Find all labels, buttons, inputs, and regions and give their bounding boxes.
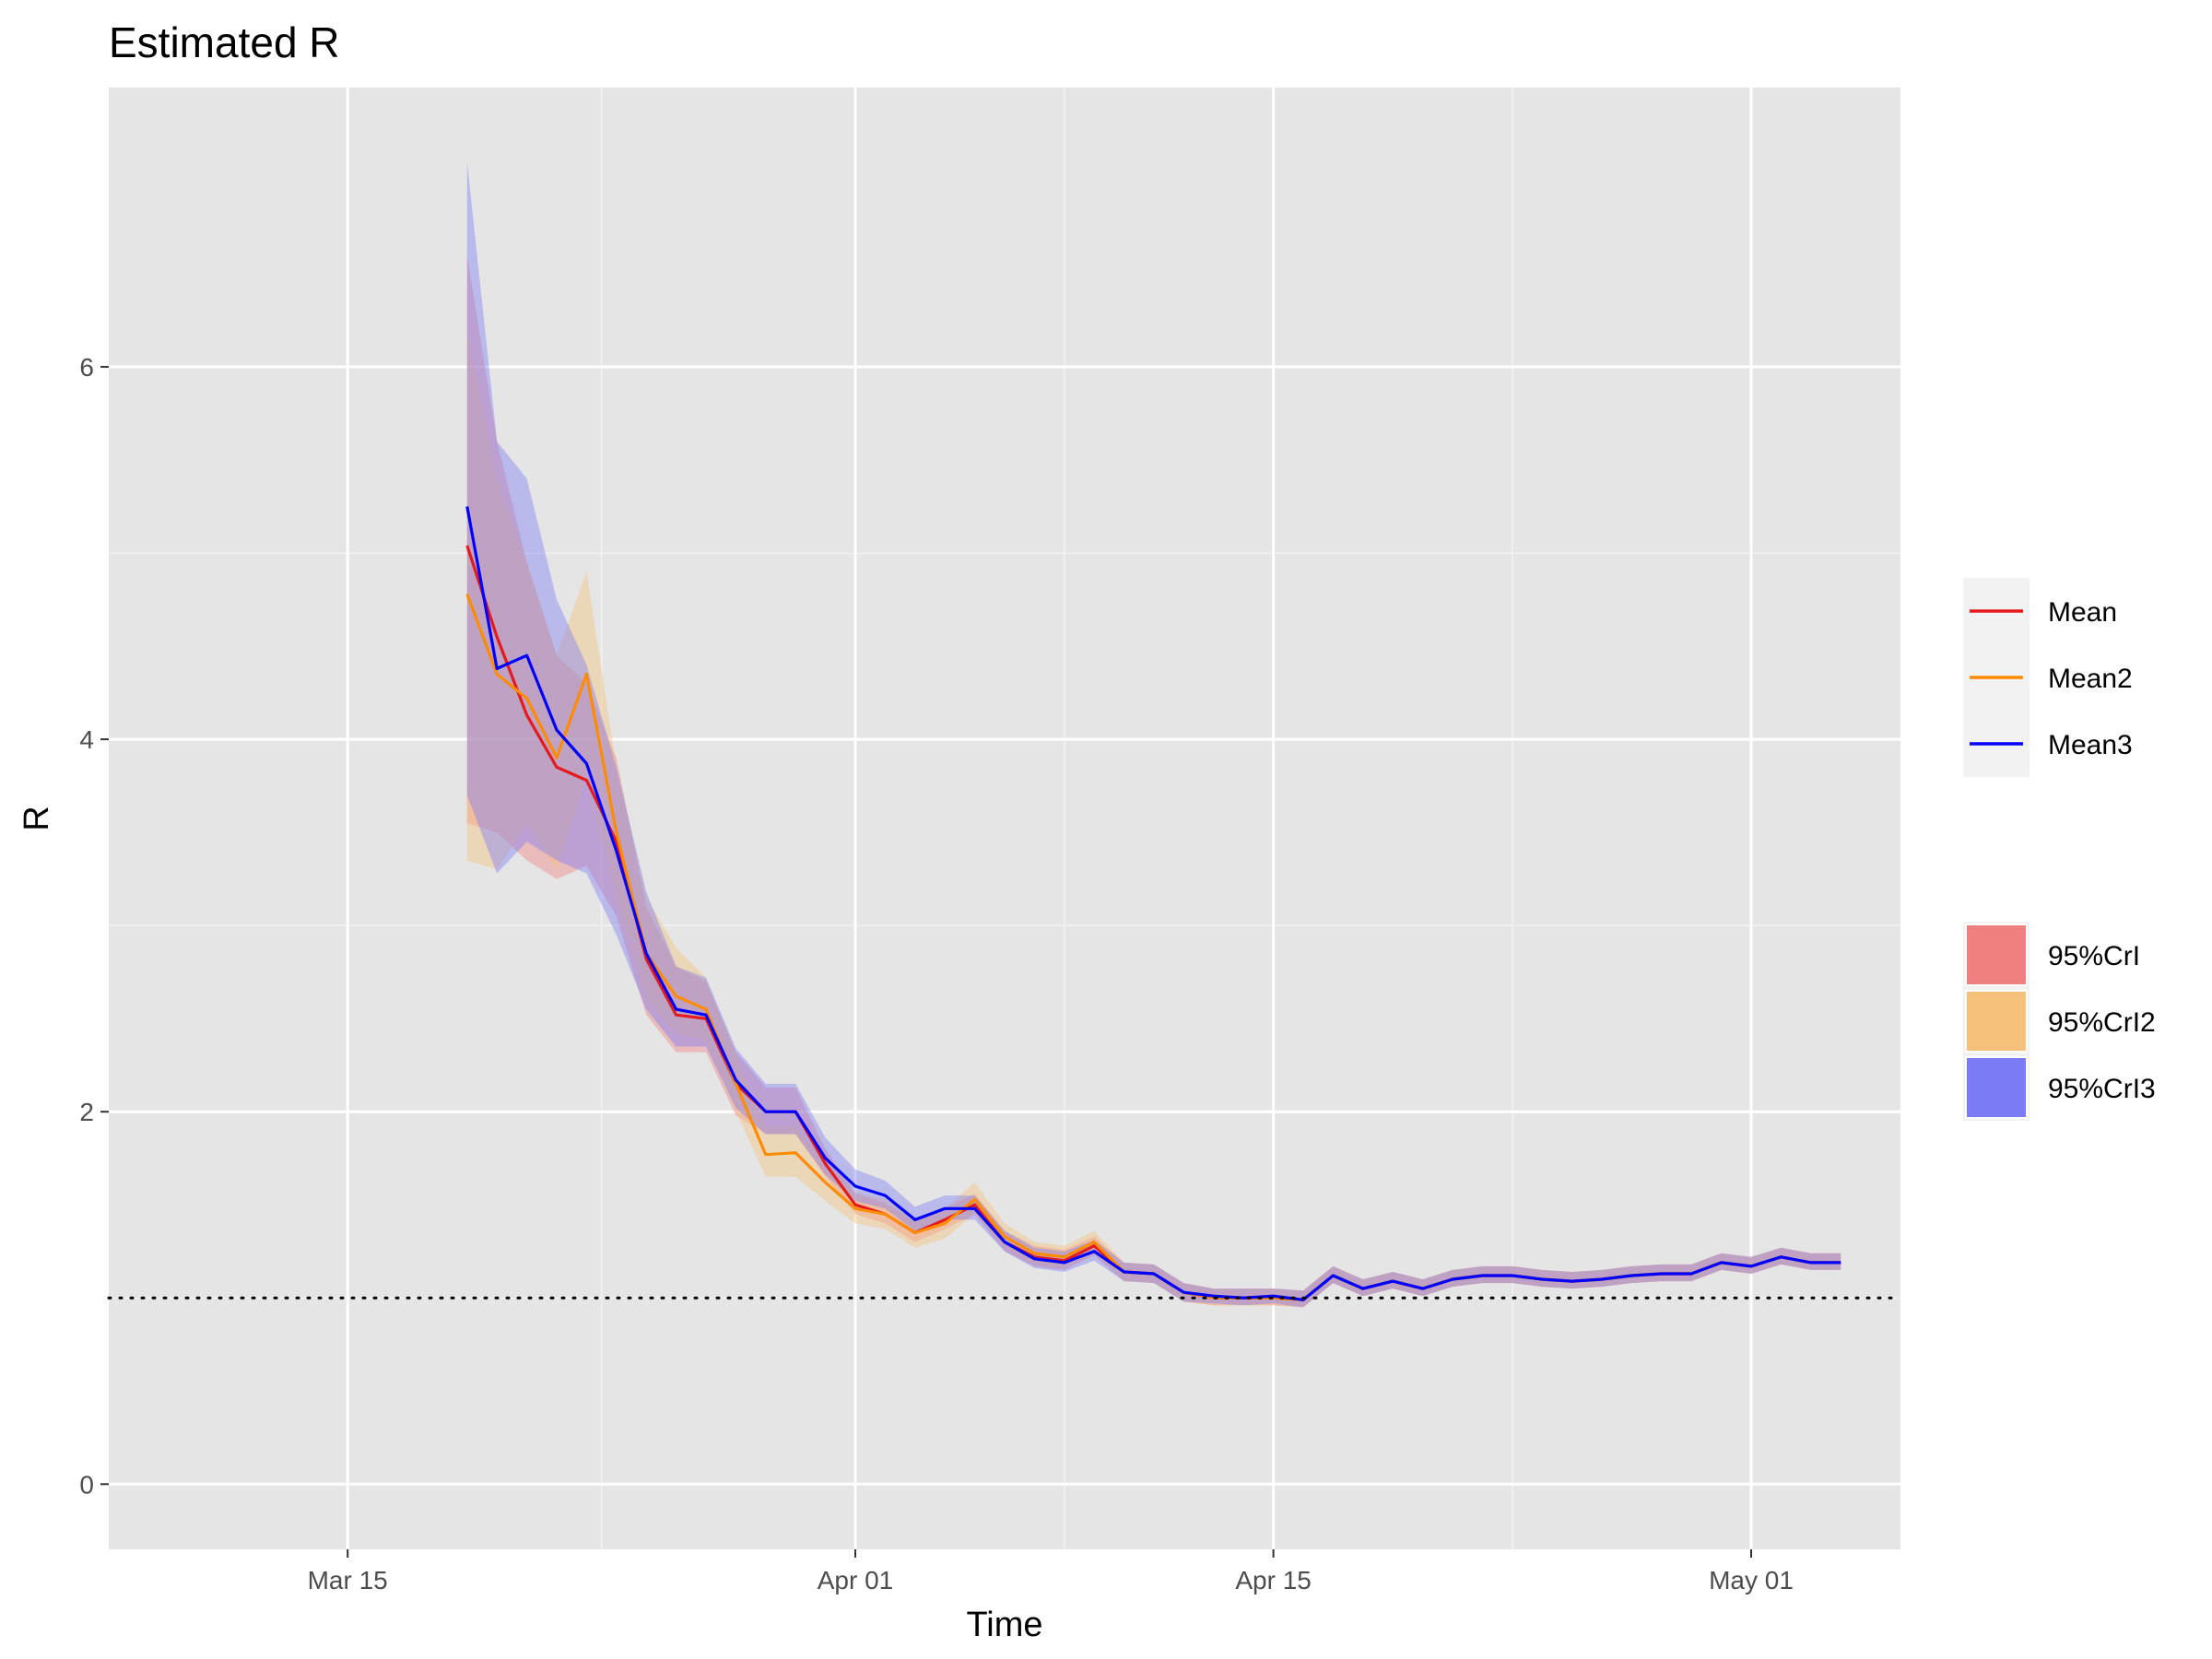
- y-axis: 0 2 4 6: [79, 353, 109, 1499]
- chart-title: Estimated R: [109, 18, 340, 66]
- legend-label-mean2: Mean2: [2048, 664, 2133, 694]
- legend-credible-intervals: 95%CrI 95%CrI2 95%CrI3: [1963, 922, 2156, 1121]
- legend-label-mean: Mean: [2048, 597, 2117, 628]
- legend-label-mean3: Mean3: [2048, 730, 2133, 760]
- legend-label-95-cri: 95%CrI: [2048, 941, 2140, 971]
- legend-key-95-cri: [1965, 924, 2028, 986]
- plot-panel: [109, 88, 1900, 1549]
- y-tick-label: 4: [79, 725, 94, 754]
- x-tick-label: May 01: [1709, 1566, 1794, 1594]
- line-mean3: [465, 506, 1841, 1301]
- x-axis-title: Time: [966, 1606, 1042, 1644]
- x-tick-label: Apr 01: [818, 1566, 894, 1594]
- grid-major: [109, 88, 1900, 1549]
- mean-lines: [465, 506, 1841, 1301]
- legend-key-95-cri2: [1965, 990, 2028, 1053]
- y-tick-label: 6: [79, 353, 94, 382]
- y-axis-title: R: [18, 806, 56, 830]
- x-axis: Mar 15 Apr 01 Apr 15 May 01: [308, 1549, 1794, 1594]
- x-tick-label: Mar 15: [308, 1566, 388, 1594]
- y-tick-label: 2: [79, 1098, 94, 1126]
- legend-mean-lines: Mean Mean2 Mean3: [1963, 578, 2133, 777]
- y-tick-label: 0: [79, 1470, 94, 1499]
- legend-label-95-cri3: 95%CrI3: [2048, 1074, 2156, 1104]
- x-tick-label: Apr 15: [1235, 1566, 1312, 1594]
- legend-key-95-cri3: [1965, 1056, 2028, 1119]
- legend-label-95-cri2: 95%CrI2: [2048, 1007, 2156, 1038]
